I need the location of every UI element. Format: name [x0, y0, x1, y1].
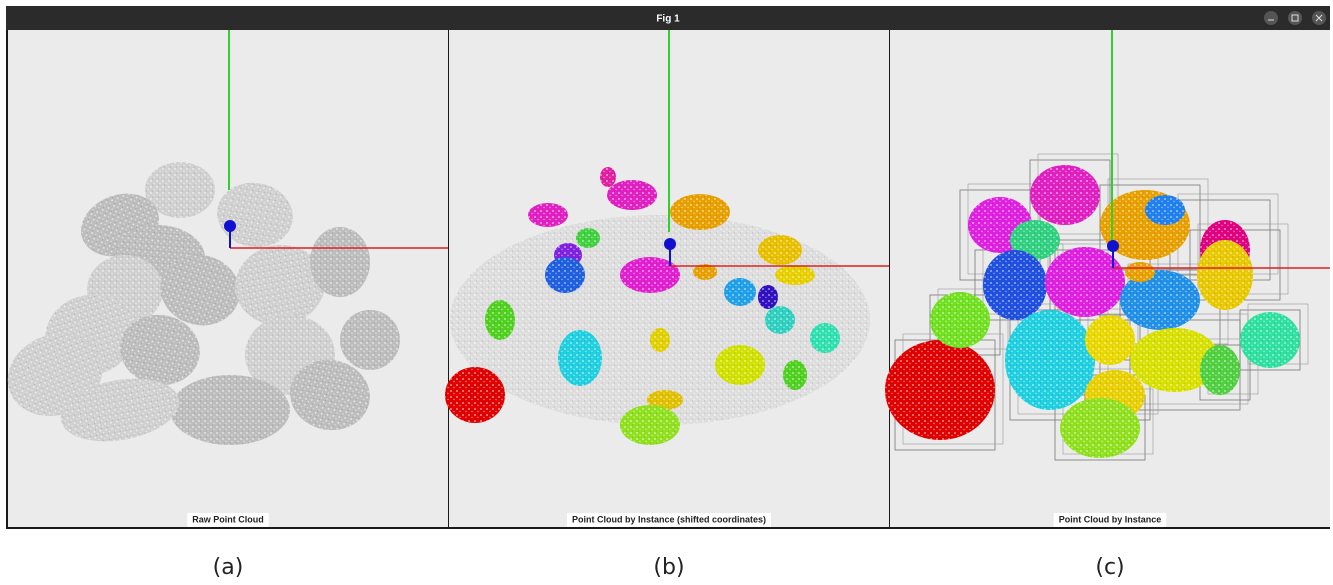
point-texture	[983, 250, 1047, 320]
point-texture	[607, 180, 657, 210]
viewport-label: Point Cloud by Instance	[1059, 514, 1162, 524]
point-texture	[1200, 345, 1240, 395]
caption: (a)	[213, 555, 244, 580]
point-texture	[485, 300, 515, 340]
point-texture	[783, 360, 807, 390]
caption: (c)	[1095, 555, 1124, 580]
point-texture	[670, 194, 730, 230]
point-texture	[810, 323, 840, 353]
z-axis-tip	[664, 238, 676, 250]
window-title: Fig 1	[656, 14, 680, 25]
point-texture	[765, 306, 795, 334]
z-axis-tip	[224, 220, 236, 232]
point-texture	[758, 235, 802, 265]
point-texture	[545, 257, 585, 293]
point-texture	[758, 285, 778, 309]
point-texture	[310, 227, 370, 297]
maximize-button[interactable]	[1288, 11, 1302, 25]
point-texture	[600, 167, 616, 187]
point-texture	[930, 292, 990, 348]
point-texture	[1145, 195, 1185, 225]
screenshot: Fig 1 Raw Point Cloud (a) Point Cloud by I…	[0, 0, 1333, 585]
point-texture	[775, 265, 815, 285]
viewport-label: Raw Point Cloud	[192, 514, 264, 524]
point-texture	[576, 228, 600, 248]
point-texture	[715, 345, 765, 385]
point-texture	[558, 330, 602, 386]
point-texture	[1085, 315, 1135, 365]
page: Fig 1 Raw Point Cloud (a) Point Cloud by I…	[0, 0, 1333, 585]
point-texture	[528, 203, 568, 227]
point-texture	[1030, 165, 1100, 225]
point-texture	[1240, 312, 1300, 368]
z-axis-tip	[1107, 240, 1119, 252]
window-controls	[1264, 11, 1326, 25]
point-texture	[1005, 310, 1095, 410]
point-texture	[620, 405, 680, 445]
point-texture	[445, 367, 505, 423]
caption: (b)	[653, 555, 684, 580]
point-texture	[340, 310, 400, 370]
point-texture	[724, 278, 756, 306]
viewport-label: Point Cloud by Instance (shifted coordin…	[572, 514, 766, 524]
point-texture	[650, 328, 670, 352]
minimize-button[interactable]	[1264, 11, 1278, 25]
point-texture	[1197, 240, 1253, 310]
point-texture	[1060, 398, 1140, 458]
point-texture	[1125, 262, 1155, 282]
point-texture	[885, 340, 995, 440]
point-texture	[170, 375, 290, 445]
